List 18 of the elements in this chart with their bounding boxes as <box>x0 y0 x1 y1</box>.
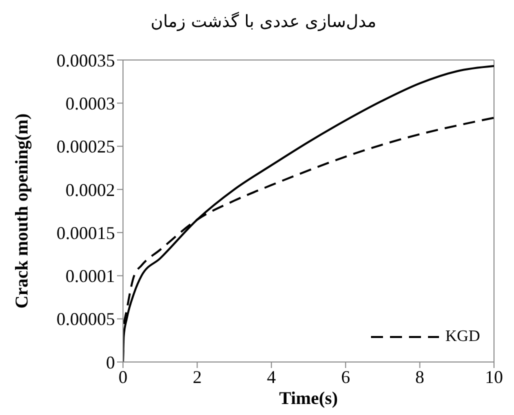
x-axis-title: Time(s) <box>279 388 338 408</box>
x-tick-label: 4 <box>266 366 276 387</box>
y-tick-label: 0.00015 <box>56 222 115 243</box>
y-tick-label: 0 <box>106 352 115 372</box>
y-tick-label: 0.0001 <box>66 266 115 286</box>
y-tick-label: 0.00035 <box>56 50 115 70</box>
y-tick-label: 0.00005 <box>56 309 115 330</box>
chart-title: مدل‌سازی عددی با گذشت زمان <box>150 12 378 32</box>
legend-label: KGD <box>445 328 480 346</box>
x-tick-label: 6 <box>341 366 350 387</box>
y-tick-label: 0.0003 <box>66 94 115 114</box>
x-tick-label: 2 <box>192 366 202 387</box>
y-axis-title: Crack mouth opening(m) <box>11 113 32 309</box>
x-tick-label: 8 <box>415 366 424 387</box>
x-tick-label: 0 <box>118 366 128 387</box>
y-tick-label: 0.00025 <box>56 136 115 157</box>
y-tick-label: 0.0002 <box>66 180 115 200</box>
x-tick-label: 10 <box>485 366 503 387</box>
